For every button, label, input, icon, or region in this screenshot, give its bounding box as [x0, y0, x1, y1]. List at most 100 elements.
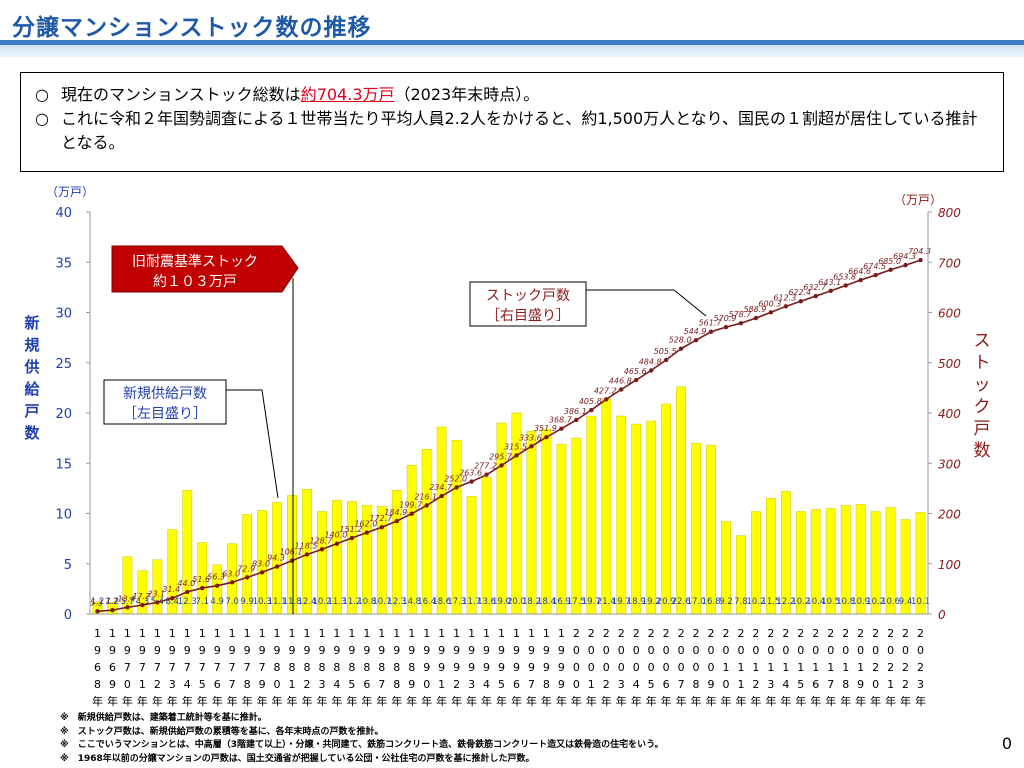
stock-point	[813, 293, 818, 299]
bar-new-supply	[541, 428, 552, 615]
bar-data-label: 17.0	[687, 597, 706, 607]
title-underline-gradient	[0, 45, 1024, 57]
stock-point	[604, 397, 609, 402]
stock-data-label: 216.1	[414, 492, 437, 501]
stock-data-label: 44.0	[177, 579, 195, 588]
bar-data-label: 11.5	[761, 597, 780, 607]
info-line-total-stock: ○ 現在のマンションストック総数は約704.3万戸（2023年末時点）。	[35, 83, 989, 107]
right-tick-label: 100	[938, 558, 961, 572]
bar-data-label: 20.0	[507, 597, 526, 607]
stock-point	[693, 337, 699, 343]
stock-data-label: 23.1	[147, 589, 165, 598]
left-tick-label: 40	[55, 206, 72, 221]
stock-data-label: 528.0	[669, 336, 692, 345]
stock-point	[304, 552, 310, 557]
stock-data-label: 386.1	[564, 407, 587, 416]
bar-new-supply	[601, 398, 612, 615]
bar-new-supply	[421, 448, 432, 615]
stock-data-label: 199.7	[399, 501, 423, 510]
stock-data-label: 51.6	[192, 575, 210, 584]
stock-point	[589, 407, 594, 413]
bar-data-label: 11.3	[327, 597, 346, 607]
stock-point	[259, 570, 265, 575]
callout-stock-box	[469, 281, 587, 327]
footnote: ※ ストック戸数は、新規供給戸数の累積等を基に、各年末時点の戸数を推計。	[60, 726, 384, 737]
left-axis-title-char: 数	[24, 424, 40, 442]
bar-new-supply	[481, 477, 492, 615]
stock-data-label: 544.9	[684, 327, 707, 336]
bar-new-supply	[646, 420, 657, 615]
bar-data-label: 21.4	[597, 597, 616, 607]
bar-data-label: 16.8	[702, 597, 721, 607]
bar-new-supply	[526, 430, 537, 615]
left-tick-label: 20	[55, 407, 72, 422]
bar-data-label: 13.6	[477, 597, 496, 607]
stock-point	[753, 315, 759, 321]
bar-new-supply	[616, 415, 627, 615]
right-axis-title-char: 数	[974, 441, 991, 461]
bar-new-supply	[631, 423, 642, 615]
stock-data-label: 172.7	[369, 514, 393, 523]
stock-data-label: 653.8	[833, 272, 856, 281]
stock-point	[619, 387, 624, 392]
callout-old-standard-line1: 旧耐震基準ストック	[132, 253, 258, 270]
stock-data-label: 13.4	[118, 594, 136, 603]
bar-data-label: 10.2	[746, 597, 765, 607]
stock-data-label: 427.2	[594, 386, 617, 395]
bar-data-label: 4.3	[136, 597, 150, 607]
stock-data-label: 315.5	[504, 442, 527, 451]
bar-new-supply	[302, 489, 312, 615]
stock-data-label: 351.9	[534, 424, 557, 433]
stock-data-label: 674.5	[863, 262, 886, 271]
bar-data-label: 17.5	[567, 597, 586, 607]
page-number: 0	[1001, 734, 1012, 753]
stock-data-label: 632.7	[803, 283, 827, 292]
stock-data-label: 234.7	[429, 483, 453, 492]
stock-point	[798, 299, 804, 304]
stock-point	[319, 547, 325, 552]
callout-stock-line2: ［右目盛り］	[486, 308, 570, 324]
left-axis-unit: （万戸）	[46, 185, 94, 199]
right-axis-title-char: ト	[974, 353, 991, 373]
stock-data-label: 622.4	[788, 288, 811, 297]
bar-data-label: 11.8	[283, 597, 302, 607]
left-tick-label: 30	[55, 307, 72, 322]
stock-point	[574, 417, 579, 423]
callout-stock-line1: ストック戸数	[486, 288, 570, 304]
info-line2: これに令和２年国勢調査による１世帯当たり平均人員2.2人をかけると、約1,500…	[61, 109, 978, 152]
stock-data-label: 263.6	[459, 469, 482, 478]
stock-data-label: 446.8	[609, 376, 632, 385]
left-tick-label: 25	[55, 357, 72, 372]
bar-data-label: 9.9	[240, 597, 254, 607]
callout-old-standard-line2: 約１０３万戸	[153, 274, 237, 290]
stock-data-label: 72.9	[237, 564, 255, 573]
stock-data-label: 184.9	[384, 508, 407, 517]
bar-data-label: 8.4	[166, 597, 180, 607]
bar-new-supply	[661, 403, 672, 615]
bar-data-label: 7.0	[225, 597, 239, 607]
stock-point	[828, 288, 833, 294]
bar-new-supply	[556, 443, 567, 615]
stock-data-label: 704.3	[908, 247, 931, 256]
bar-data-label: 10.4	[806, 597, 825, 607]
stock-data-label: 505.5	[654, 347, 677, 356]
bar-new-supply	[182, 490, 193, 615]
stock-point	[274, 564, 280, 569]
stock-point	[334, 541, 340, 546]
bullet-icon: ○	[35, 85, 49, 104]
chart-container: 1.21.25.74.35.48.412.37.14.97.09.910.311…	[0, 180, 1024, 710]
stock-point	[544, 434, 549, 440]
bar-data-label: 10.2	[866, 597, 885, 607]
stock-data-label: 140.0	[324, 531, 347, 540]
